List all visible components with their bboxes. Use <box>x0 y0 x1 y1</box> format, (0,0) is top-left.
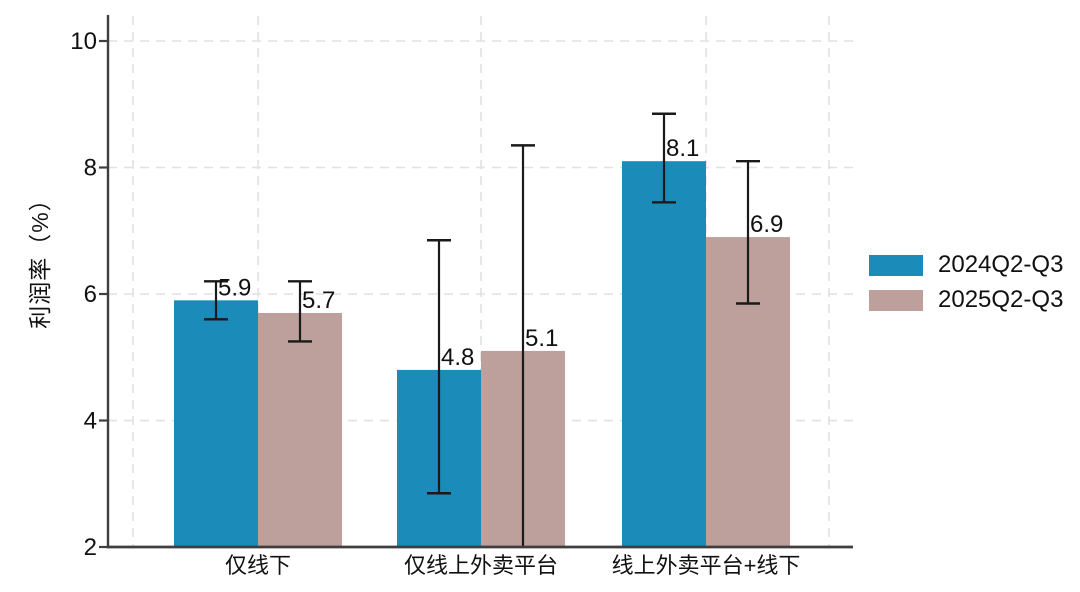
value-label: 5.1 <box>525 325 558 352</box>
value-label: 5.7 <box>302 287 335 314</box>
value-label: 6.9 <box>750 211 783 238</box>
x-category-label: 仅线下 <box>225 553 291 578</box>
legend-label: 2024Q2-Q3 <box>938 251 1064 278</box>
y-tick-label: 10 <box>70 28 97 55</box>
x-category-label: 线上外卖平台+线下 <box>612 553 801 578</box>
y-tick-label: 4 <box>84 408 97 435</box>
legend-swatch-2025q2-q3 <box>869 289 923 311</box>
legend-label: 2025Q2-Q3 <box>938 286 1064 313</box>
legend-item: 2025Q2-Q3 <box>869 288 1063 312</box>
y-tick-label: 8 <box>84 155 97 182</box>
bar-s1-g0 <box>258 312 342 547</box>
value-label: 5.9 <box>218 274 251 301</box>
legend: 2024Q2-Q3 2025Q2-Q3 <box>869 253 1063 312</box>
value-label: 8.1 <box>666 135 699 162</box>
legend-swatch-2024q2-q3 <box>869 254 923 276</box>
y-tick-label: 2 <box>84 534 97 561</box>
bar-s0-g2 <box>622 161 706 548</box>
legend-item: 2024Q2-Q3 <box>869 253 1063 277</box>
y-tick-label: 6 <box>84 281 97 308</box>
x-category-label: 仅线上外卖平台 <box>404 553 558 578</box>
y-axis-title: 利润率（%） <box>27 187 53 329</box>
bar-s0-g0 <box>174 300 258 547</box>
value-label: 4.8 <box>441 344 474 371</box>
